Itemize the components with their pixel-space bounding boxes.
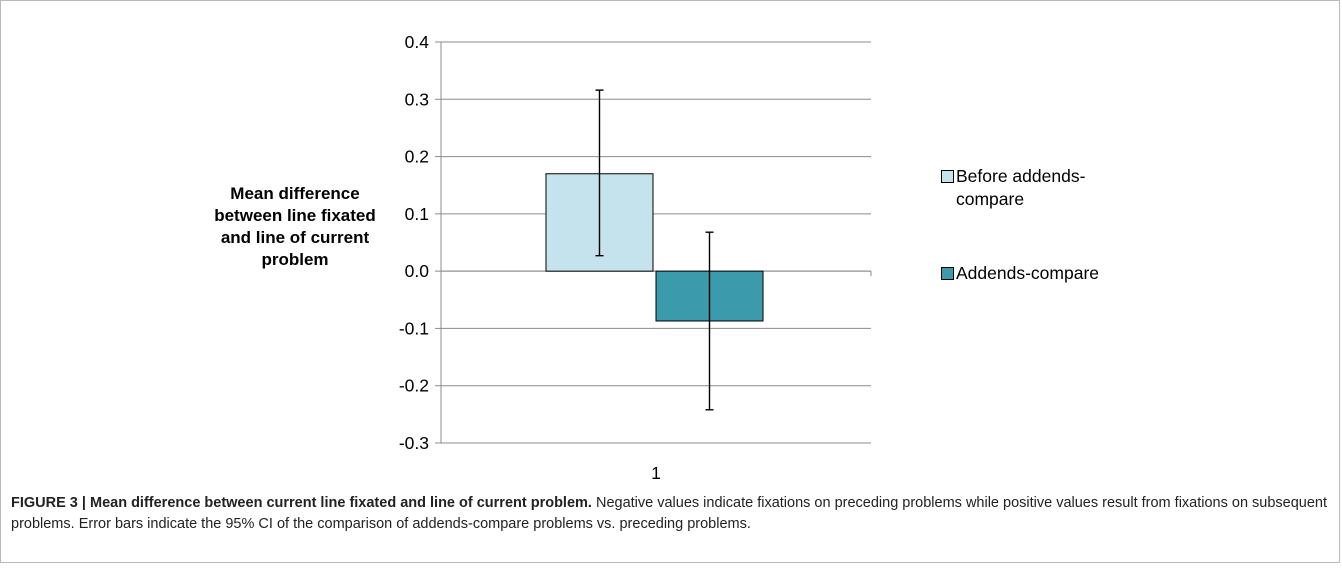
y-tick-label: 0.3 bbox=[405, 89, 429, 109]
y-tick-label: 0.2 bbox=[405, 147, 429, 167]
legend-swatch bbox=[941, 267, 954, 280]
legend-label: Addends-compare bbox=[956, 263, 1099, 283]
y-tick-label: 0.1 bbox=[405, 204, 429, 224]
y-tick-label: 0.0 bbox=[405, 261, 430, 281]
y-tick-label: -0.2 bbox=[399, 376, 429, 396]
y-tick-label: -0.3 bbox=[399, 433, 429, 453]
legend-item: Before addends-compare bbox=[941, 165, 1085, 211]
x-tick-label: 1 bbox=[651, 463, 661, 483]
y-tick-label: 0.4 bbox=[405, 32, 430, 52]
error-bars bbox=[595, 89, 714, 411]
caption-title: FIGURE 3 | Mean difference between curre… bbox=[11, 495, 592, 511]
y-tick-label: -0.1 bbox=[399, 318, 429, 338]
y-axis-label: Mean difference between line fixated and… bbox=[214, 184, 376, 269]
gridlines bbox=[441, 41, 871, 444]
bars bbox=[545, 173, 764, 322]
bar-chart: 0.4 0.3 0.2 0.1 0.0 -0.1 -0.2 -0.3 1 bbox=[399, 32, 872, 483]
legend-label: Before addends-compare bbox=[956, 166, 1086, 209]
tick-labels: 0.4 0.3 0.2 0.1 0.0 -0.1 -0.2 -0.3 1 bbox=[399, 32, 661, 483]
legend-item: Addends-compare bbox=[941, 262, 1099, 285]
legend-swatch bbox=[941, 170, 954, 183]
caption-body: Negative values indicate fixations on pr… bbox=[11, 495, 1328, 532]
figure-caption: FIGURE 3 | Mean difference between curre… bbox=[11, 493, 1337, 535]
